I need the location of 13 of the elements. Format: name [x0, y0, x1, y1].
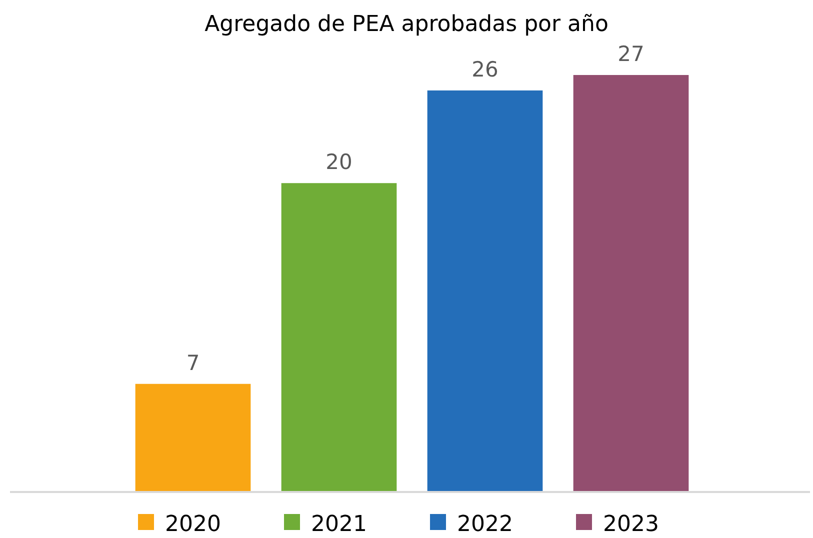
- x-tick-label: 2020: [165, 512, 221, 537]
- chart-title: Agregado de PEA aprobadas por año: [204, 12, 608, 37]
- data-label: 27: [618, 42, 644, 66]
- bar: [573, 75, 689, 492]
- bar: [427, 90, 543, 492]
- data-label: 26: [472, 57, 498, 82]
- x-tick-label: 2022: [457, 512, 513, 537]
- bar: [135, 384, 251, 492]
- data-label: 20: [326, 150, 352, 174]
- bar: [281, 183, 397, 492]
- x-tick-label: 2023: [603, 512, 659, 537]
- data-label: 7: [186, 350, 200, 375]
- x-tick-label: 2021: [311, 512, 367, 537]
